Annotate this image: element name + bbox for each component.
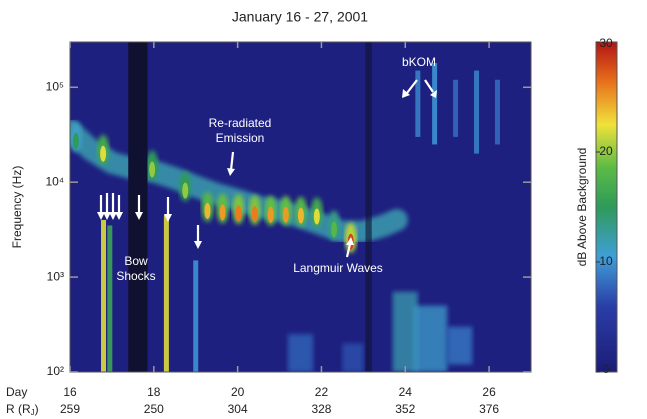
x-tick-label: 18 — [147, 385, 161, 399]
y-tick-label: 10⁵ — [46, 79, 64, 93]
colorbar-label: dB Above Background — [575, 148, 589, 267]
annotation: Shocks — [116, 269, 155, 283]
annotation: Bow — [124, 254, 148, 268]
r-label-sub: J — [31, 408, 35, 417]
r-label-main: R (R — [6, 402, 31, 416]
r-value-label: 259 — [60, 402, 80, 416]
data-gap — [365, 42, 372, 372]
streak — [193, 260, 199, 372]
annotation: Re-radiated — [209, 116, 272, 130]
emission-blob-core — [204, 202, 211, 219]
annotation: Langmuir Waves — [293, 261, 383, 275]
r-value-label: 376 — [479, 402, 499, 416]
overlay: Bow Shocks Re-radiated Emission Langmuir… — [97, 55, 437, 283]
spectrogram — [70, 42, 500, 372]
x-tick-label: 24 — [399, 385, 413, 399]
streak — [101, 219, 107, 372]
colorbar — [595, 41, 618, 373]
emission-blob-core — [313, 208, 320, 225]
colorbar-tick-label: 30 — [599, 36, 613, 50]
emission-blob-core — [149, 161, 156, 178]
plot-frame — [69, 41, 532, 373]
data-gap — [128, 42, 148, 372]
y-tick-label: 10³ — [47, 269, 64, 283]
emission-blob-core — [235, 205, 242, 222]
arrow-shafts — [99, 79, 434, 258]
x-row-label: Day — [6, 385, 27, 399]
emission-blob-core — [267, 206, 274, 223]
emission-blob-core — [219, 204, 226, 221]
chart-title: January 16 - 27, 2001 — [232, 9, 368, 25]
streak — [107, 225, 113, 372]
emission-blob-core — [282, 206, 289, 223]
y-tick-label: 10² — [47, 364, 64, 378]
streak — [453, 79, 459, 137]
annotation: Emission — [216, 131, 265, 145]
r-value-label: 304 — [228, 402, 248, 416]
r-value-label: 250 — [144, 402, 164, 416]
streak — [415, 70, 421, 137]
emission-blob-core — [331, 221, 338, 238]
r-value-label: 352 — [395, 402, 415, 416]
noise-patch — [413, 305, 448, 372]
emission-blob-core — [72, 132, 79, 149]
streak — [474, 70, 480, 154]
streak — [432, 63, 438, 145]
r-row-label: R (RJ) — [6, 402, 39, 417]
colorbar-tick-label: 20 — [599, 144, 613, 158]
r-label-end: ) — [35, 402, 39, 416]
x-tick-label: 22 — [315, 385, 329, 399]
noise-patch — [287, 334, 314, 372]
y-tick-label: 10⁴ — [45, 174, 64, 188]
colorbar-tick-label: 10 — [599, 254, 613, 268]
x-tick-label: 20 — [231, 385, 245, 399]
x-tick-label: 16 — [63, 385, 77, 399]
emission-blob-core — [251, 205, 258, 222]
emission-blob-core — [100, 145, 107, 162]
streak — [163, 215, 169, 372]
emission-blob-core — [297, 207, 304, 224]
y-axis-label: Frequency (Hz) — [10, 166, 24, 249]
r-value-label: 328 — [311, 402, 331, 416]
noise-patch — [342, 343, 364, 372]
streak — [494, 79, 500, 145]
annotation: bKOM — [402, 55, 436, 69]
x-tick-label: 26 — [482, 385, 496, 399]
colorbar-tick-label: 0 — [603, 362, 610, 376]
noise-patch — [447, 326, 473, 365]
emission-blob-core — [182, 182, 189, 199]
